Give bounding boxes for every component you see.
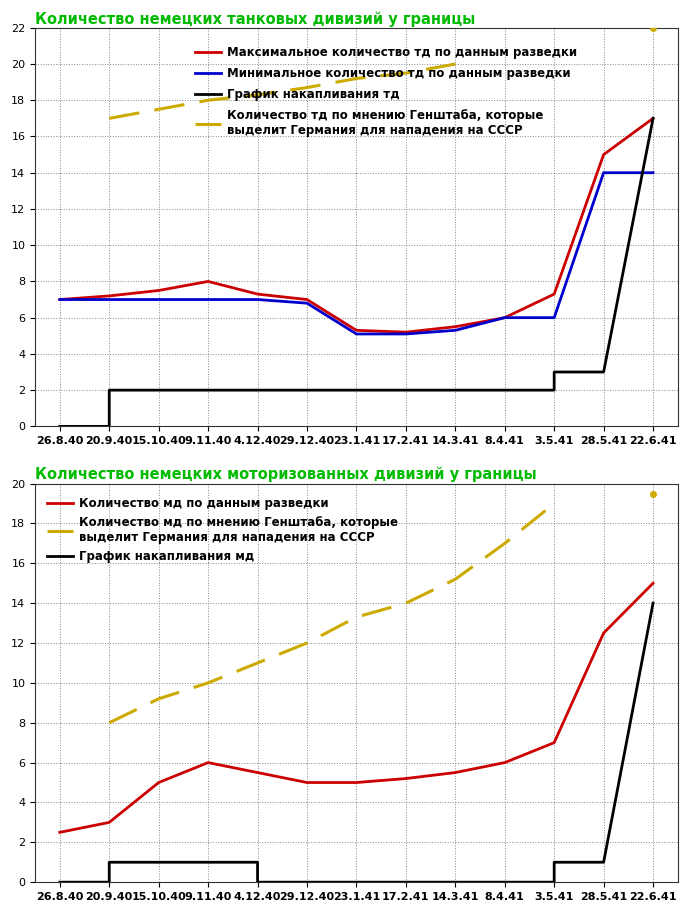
Text: Количество немецких моторизованных дивизий у границы: Количество немецких моторизованных дивиз… — [35, 467, 537, 482]
Text: Количество немецких танковых дивизий у границы: Количество немецких танковых дивизий у г… — [35, 11, 475, 26]
Legend: Максимальное количество тд по данным разведки, Минимальное количество тд по данн: Максимальное количество тд по данным раз… — [195, 46, 577, 138]
Legend: Количество мд по данным разведки, Количество мд по мнению Генштаба, которые
выде: Количество мд по данным разведки, Количе… — [48, 498, 399, 563]
